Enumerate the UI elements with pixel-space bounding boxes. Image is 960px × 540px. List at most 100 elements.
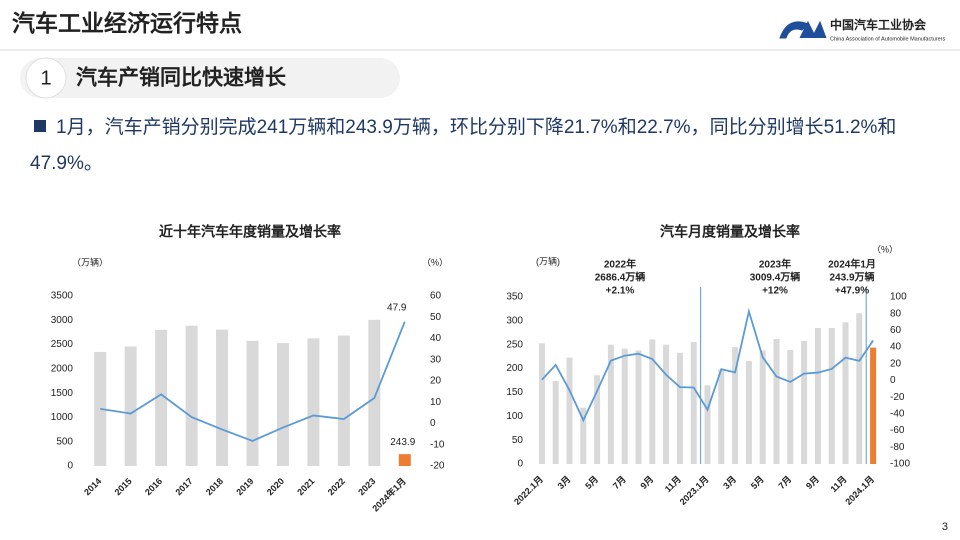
bar: [155, 329, 168, 466]
annotation: 243.9万辆: [829, 271, 874, 284]
logo-subtitle: China Association of Automobile Manufact…: [830, 36, 946, 42]
x-tick-label: 2023.1月: [678, 474, 711, 507]
bar: [663, 344, 670, 464]
bar: [246, 340, 259, 466]
y-tick-label: 100: [506, 411, 523, 422]
x-tick-label: 2024年1月: [370, 475, 408, 513]
annotation: 2024年1月: [828, 258, 876, 271]
y2-tick-label: -20: [430, 461, 445, 472]
x-tick-label: 2019: [234, 476, 255, 497]
annotation: +12%: [762, 286, 788, 297]
bar: [690, 341, 697, 464]
annotation: 3009.4万辆: [750, 271, 801, 284]
x-tick-label: 11月: [828, 474, 848, 494]
y-tick-label: 1500: [51, 388, 74, 399]
bar: [787, 349, 794, 464]
y2-tick-label: 0: [430, 418, 436, 429]
x-tick-label: 2014: [82, 476, 103, 497]
bar: [828, 328, 835, 464]
bar: [718, 369, 725, 464]
y-tick-label: 3000: [51, 315, 74, 326]
x-tick-label: 9月: [804, 474, 821, 491]
header-title: 汽车工业经济运行特点: [12, 10, 242, 36]
bar: [185, 325, 198, 466]
x-tick-label: 2024.1月: [843, 474, 876, 507]
chart-title: 近十年汽车年度销量及增长率: [159, 224, 341, 240]
x-tick-label: 3月: [721, 474, 738, 491]
logo-name: 中国汽车工业协会: [830, 17, 927, 32]
y-tick-label: 1000: [51, 412, 74, 423]
bar: [635, 350, 642, 464]
y-tick-label: 2500: [51, 339, 74, 350]
x-tick-label: 2023: [356, 476, 377, 497]
bar: [704, 385, 711, 464]
y2-tick-label: 100: [890, 292, 907, 303]
y-tick-label: 350: [506, 292, 523, 303]
y2-tick-label: -10: [430, 439, 445, 450]
bar: [276, 343, 289, 466]
growth-line: [100, 321, 406, 442]
section-circle: [25, 57, 67, 99]
x-tick-label: 3月: [556, 474, 573, 491]
x-tick-label: 5月: [583, 474, 600, 491]
bar: [621, 348, 628, 464]
bar: [773, 338, 780, 464]
bar: [745, 360, 752, 464]
bar: [368, 319, 381, 466]
y2-tick-label: 40: [430, 333, 442, 344]
y2-tick-label: 0: [890, 375, 896, 386]
y-unit: (万辆): [536, 255, 560, 266]
bar: [870, 347, 877, 464]
y2-tick-label: 20: [430, 376, 442, 387]
y2-tick-label: 60: [890, 325, 902, 336]
bar: [594, 375, 601, 464]
growth-line: [541, 307, 874, 423]
bullet-marker: [34, 120, 46, 132]
y2-tick-label: -100: [890, 459, 910, 470]
y2-tick-label: 80: [890, 308, 902, 319]
x-tick-label: 7月: [776, 474, 793, 491]
annotation: 2022年: [604, 258, 636, 271]
bar: [607, 344, 614, 464]
y2-tick-label: 50: [430, 312, 442, 323]
x-tick-label: 2022: [326, 476, 347, 497]
y2-tick-label: -80: [890, 442, 905, 453]
bar: [732, 347, 739, 464]
bar: [538, 343, 545, 464]
section-band: [20, 58, 400, 98]
annotation: +47.9%: [835, 286, 869, 297]
y-tick-label: 0: [517, 459, 523, 470]
y-tick-label: 250: [506, 339, 523, 350]
y-tick-label: 50: [512, 435, 524, 446]
y2-tick-label: 40: [890, 342, 902, 353]
bar-value-label: 243.9: [390, 437, 415, 448]
y2-tick-label: 30: [430, 354, 442, 365]
bullet-text: 1月，汽车产销分别完成241万辆和243.9万辆，环比分别下降21.7%和22.…: [30, 117, 897, 174]
x-tick-label: 2022.1月: [512, 474, 545, 507]
bar: [307, 338, 320, 466]
y2-tick-label: 60: [430, 291, 442, 302]
y-tick-label: 300: [506, 315, 523, 326]
y-unit: （万辆）: [72, 256, 108, 267]
chart-title: 汽车月度销量及增长率: [660, 224, 800, 240]
y2-tick-label: 10: [430, 397, 442, 408]
bar: [552, 380, 559, 464]
y-tick-label: 500: [56, 436, 73, 447]
logo-mark: [779, 20, 827, 39]
annotation: 2686.4万辆: [595, 271, 646, 284]
y2-tick-label: 20: [890, 358, 902, 369]
x-tick-label: 2018: [204, 476, 225, 497]
x-tick-label: 2021: [295, 476, 316, 497]
bar: [580, 407, 587, 464]
y2-tick-label: -60: [890, 425, 905, 436]
x-tick-label: 2015: [113, 476, 134, 497]
x-tick-label: 2017: [173, 476, 194, 497]
y-tick-label: 0: [67, 461, 73, 472]
bar: [566, 357, 573, 464]
bar: [801, 340, 808, 464]
bar: [124, 346, 137, 466]
bar: [337, 335, 350, 466]
page-number: 3: [942, 521, 948, 533]
